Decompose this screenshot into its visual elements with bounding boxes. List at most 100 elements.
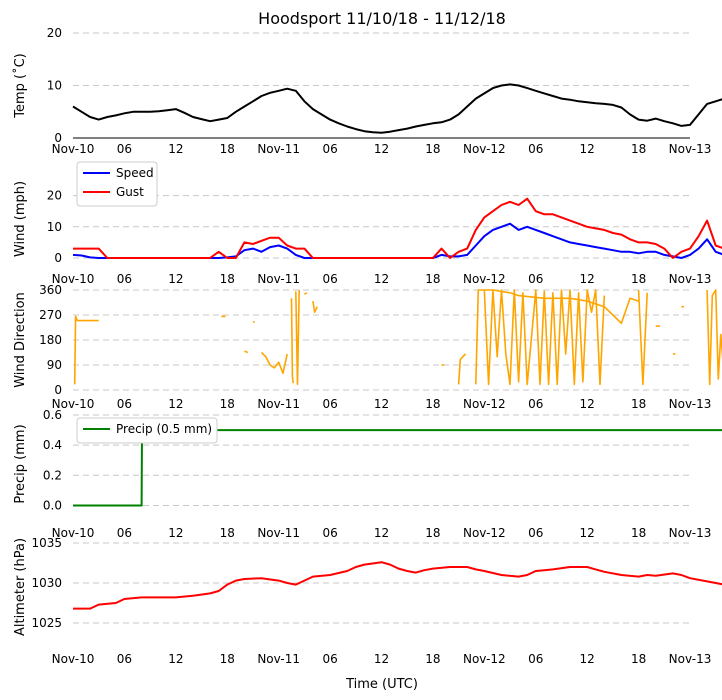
x-tick-label: 18 <box>220 272 235 286</box>
legend-label: Precip (0.5 mm) <box>116 422 212 436</box>
series-line-direction <box>706 289 722 386</box>
series-line-direction <box>73 315 99 385</box>
y-tick-label: 1025 <box>31 616 62 630</box>
x-tick-label: 06 <box>117 397 132 411</box>
x-tick-label: 06 <box>322 526 337 540</box>
series-line-speed <box>72 222 722 259</box>
x-tick-label: 06 <box>117 272 132 286</box>
y-axis-label: Wind Direction <box>13 292 28 388</box>
series-line-direction <box>637 289 648 386</box>
x-tick-label: 12 <box>168 397 183 411</box>
series-line-precip-0-5-mm- <box>73 429 722 507</box>
series-line-direction <box>295 289 300 386</box>
x-tick-label: 18 <box>220 142 235 156</box>
x-tick-label: 12 <box>168 272 183 286</box>
y-axis-label: Precip (mm) <box>13 424 28 503</box>
legend-box <box>76 417 218 444</box>
series-line-direction <box>260 351 288 375</box>
y-tick-label: 0 <box>54 383 62 397</box>
x-tick-label: 12 <box>374 397 389 411</box>
series-line-temp <box>72 83 722 134</box>
panel-3: 0 90 180 270 360 Wind Direction Nov-10 06 12 18 No… <box>13 283 722 411</box>
x-tick-label: 18 <box>425 142 440 156</box>
x-tick-label: 06 <box>528 142 543 156</box>
x-tick-label: 18 <box>425 272 440 286</box>
y-tick-label: 270 <box>39 308 62 322</box>
x-tick-label: 06 <box>322 142 337 156</box>
y-tick-label: 10 <box>47 79 62 93</box>
x-tick-label: 06 <box>528 526 543 540</box>
x-tick-label: 12 <box>168 526 183 540</box>
x-tick-label: Nov-11 <box>257 397 300 411</box>
panel-2: 0 10 20 Wind (mph) Nov-10 06 12 18 Nov-11 06 12 18 N… <box>13 161 722 286</box>
series-line-direction <box>483 289 606 386</box>
y-tick-label: 0.6 <box>43 408 62 422</box>
x-tick-label: 12 <box>580 272 595 286</box>
x-tick-label: 06 <box>322 397 337 411</box>
x-tick-label: Nov-10 <box>52 397 95 411</box>
x-tick-label: Nov-13 <box>669 526 712 540</box>
x-tick-label: Nov-12 <box>463 142 506 156</box>
chart-title: Hoodsport 11/10/18 - 11/12/18 <box>258 9 506 28</box>
x-tick-label: 18 <box>631 272 646 286</box>
x-tick-label: Nov-12 <box>463 272 506 286</box>
x-tick-label: 18 <box>425 652 440 666</box>
y-tick-label: 180 <box>39 333 62 347</box>
y-axis-label: Altimeter (hPa) <box>13 538 28 636</box>
x-tick-label: Nov-12 <box>463 652 506 666</box>
x-tick-label: Nov-13 <box>669 652 712 666</box>
x-tick-label: 12 <box>374 142 389 156</box>
x-tick-label: 12 <box>168 652 183 666</box>
y-tick-label: 0.4 <box>43 438 62 452</box>
series-line-direction <box>457 353 467 385</box>
legend-label: Speed <box>116 166 154 180</box>
y-tick-label: 10 <box>47 220 62 234</box>
x-tick-label: 18 <box>220 397 235 411</box>
y-axis-label: Temp (˚C) <box>12 53 28 119</box>
x-tick-label: 06 <box>117 526 132 540</box>
series-line-direction <box>304 292 308 295</box>
x-tick-label: 12 <box>374 652 389 666</box>
y-tick-label: 1035 <box>31 536 62 550</box>
x-tick-label: 18 <box>220 526 235 540</box>
x-tick-label: 06 <box>528 397 543 411</box>
y-tick-label: 0.2 <box>43 468 62 482</box>
x-tick-label: 18 <box>425 397 440 411</box>
x-tick-label: 12 <box>580 142 595 156</box>
x-tick-label: 12 <box>374 526 389 540</box>
x-axis-label: Time (UTC) <box>345 677 418 692</box>
x-tick-label: Nov-11 <box>257 142 300 156</box>
x-tick-label: Nov-11 <box>257 272 300 286</box>
series-line-direction <box>290 298 294 384</box>
y-tick-label: 90 <box>47 358 62 372</box>
x-tick-label: Nov-10 <box>52 652 95 666</box>
y-tick-label: 1030 <box>31 576 62 590</box>
x-tick-label: Nov-13 <box>669 142 712 156</box>
x-tick-label: 12 <box>580 652 595 666</box>
x-tick-label: Nov-10 <box>52 526 95 540</box>
x-tick-label: Nov-13 <box>669 397 712 411</box>
x-tick-label: Nov-12 <box>463 526 506 540</box>
x-tick-label: Nov-10 <box>52 142 95 156</box>
y-tick-label: 0.0 <box>43 498 62 512</box>
y-tick-label: 0 <box>54 131 62 145</box>
y-tick-label: 0 <box>54 251 62 265</box>
x-tick-label: 18 <box>631 526 646 540</box>
x-tick-label: Nov-11 <box>257 652 300 666</box>
legend-label: Gust <box>116 185 144 199</box>
x-tick-label: Nov-10 <box>52 272 95 286</box>
series-line-altimeter <box>73 561 722 610</box>
y-tick-label: 20 <box>47 189 62 203</box>
x-tick-label: 18 <box>425 526 440 540</box>
x-tick-label: 18 <box>631 652 646 666</box>
x-tick-label: 18 <box>631 397 646 411</box>
y-axis-label: Wind (mph) <box>13 181 28 257</box>
panel-1: 0 10 20 Temp (˚C) Nov-10 06 12 18 Nov-11 06 12 18 No… <box>12 26 722 156</box>
y-tick-label: 20 <box>47 26 62 40</box>
y-tick-label: 360 <box>39 283 62 297</box>
x-tick-label: 06 <box>322 652 337 666</box>
series-line-direction <box>312 300 318 313</box>
x-tick-label: 12 <box>580 397 595 411</box>
